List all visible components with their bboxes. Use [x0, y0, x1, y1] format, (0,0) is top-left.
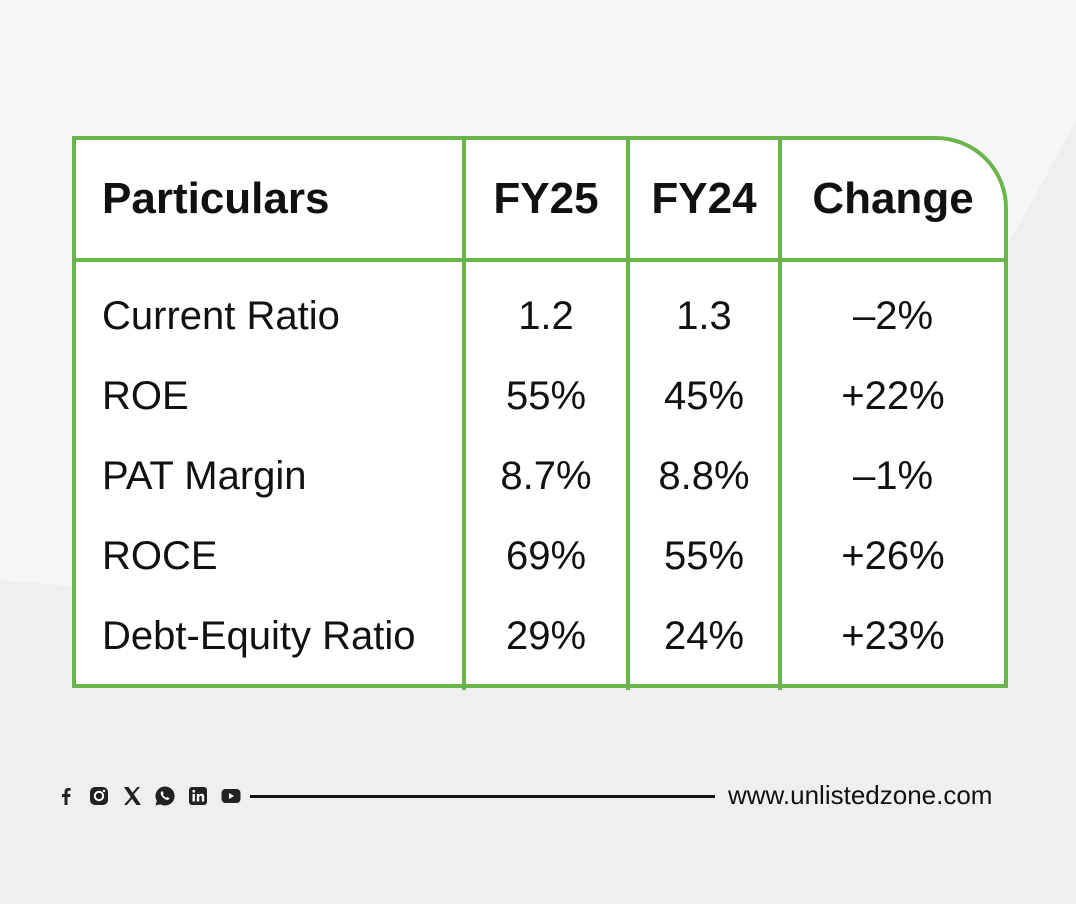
row-label: ROE: [76, 356, 466, 436]
website-link[interactable]: www.unlistedzone.com: [728, 780, 993, 810]
header-fy24: FY24: [628, 140, 782, 262]
table-row: ROE 55% 45% +22%: [76, 356, 1004, 436]
fy25-value: 29%: [464, 596, 630, 690]
footer: www.unlistedzone.com: [54, 780, 1024, 812]
table-row: Debt-Equity Ratio 29% 24% +23%: [76, 596, 1004, 690]
change-value: +22%: [841, 373, 945, 418]
fy24-value: 8.8%: [628, 436, 782, 516]
change-value: +26%: [841, 533, 945, 578]
header-particulars: Particulars: [76, 140, 466, 262]
row-label: ROCE: [76, 516, 466, 596]
fy24-value: 45%: [628, 356, 782, 436]
whatsapp-icon[interactable]: [153, 784, 177, 808]
change-value: –2%: [852, 293, 934, 338]
social-icons: [54, 784, 243, 808]
ratio-table: Particulars FY25 FY24 Change Current Rat…: [76, 140, 1004, 690]
x-icon[interactable]: [120, 784, 144, 808]
linkedin-icon[interactable]: [186, 784, 210, 808]
fy24-value: 55%: [628, 516, 782, 596]
fy24-value: 24%: [628, 596, 782, 690]
footer-divider: [250, 795, 715, 798]
fy25-value: 8.7%: [464, 436, 630, 516]
table-row: PAT Margin 8.7% 8.8% –1%: [76, 436, 1004, 516]
table-row: Current Ratio 1.2 1.3 –2%: [76, 260, 1004, 356]
youtube-icon[interactable]: [219, 784, 243, 808]
fy25-value: 55%: [464, 356, 630, 436]
header-fy25: FY25: [464, 140, 630, 262]
header-change: Change: [780, 140, 1004, 262]
fy24-value: 1.3: [628, 260, 782, 356]
row-label: Current Ratio: [76, 260, 466, 356]
table-row: ROCE 69% 55% +26%: [76, 516, 1004, 596]
row-label: PAT Margin: [76, 436, 466, 516]
ratio-table-card: Particulars FY25 FY24 Change Current Rat…: [72, 136, 1008, 690]
facebook-icon[interactable]: [54, 784, 78, 808]
fy25-value: 69%: [464, 516, 630, 596]
row-label: Debt-Equity Ratio: [76, 596, 466, 690]
instagram-icon[interactable]: [87, 784, 111, 808]
change-value: +23%: [841, 613, 945, 658]
fy25-value: 1.2: [464, 260, 630, 356]
change-value: –1%: [852, 453, 934, 498]
table-header-row: Particulars FY25 FY24 Change: [76, 140, 1004, 262]
